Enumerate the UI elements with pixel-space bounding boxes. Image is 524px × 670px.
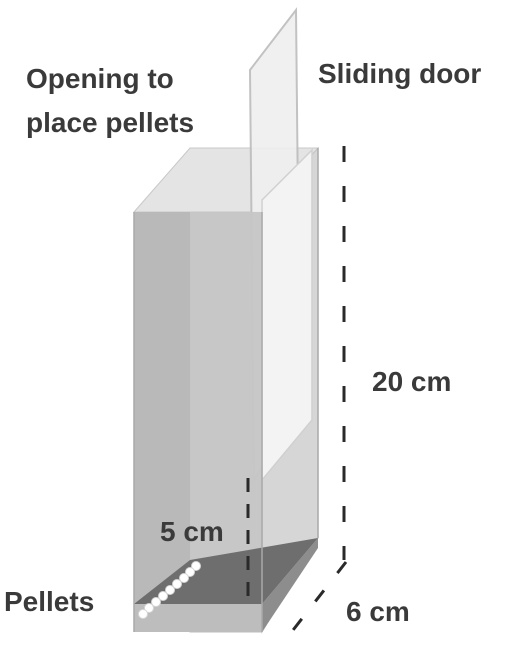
opening-label-line1: Opening to — [26, 63, 174, 94]
depth-label: 6 cm — [346, 596, 410, 627]
pellet-row — [138, 561, 201, 619]
box-floor-right — [262, 538, 318, 632]
pellet-length-label: 5 cm — [160, 516, 224, 547]
pellets-label: Pellets — [4, 586, 95, 617]
front-wall-left — [134, 212, 190, 632]
depth-dimension-line — [288, 561, 348, 635]
sliding-door-label: Sliding door — [318, 58, 482, 89]
height-label: 20 cm — [372, 366, 452, 397]
opening-label-line2: place pellets — [26, 107, 195, 138]
front-wall-right — [190, 212, 262, 632]
box-floor-front — [134, 604, 262, 632]
